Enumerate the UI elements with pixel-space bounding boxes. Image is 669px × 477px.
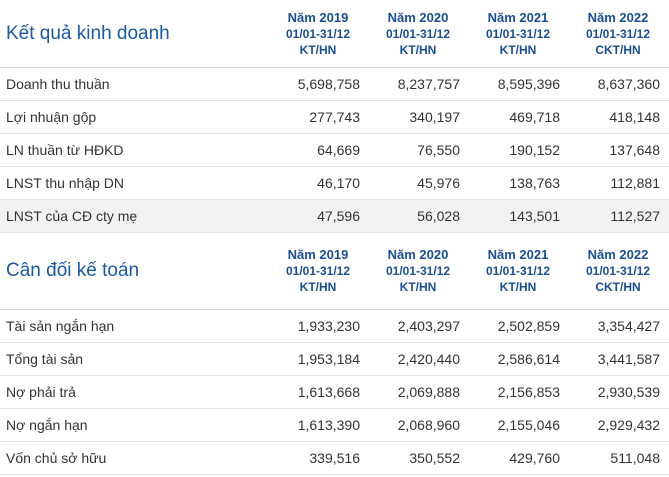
cell-value: 2,156,853 bbox=[497, 384, 560, 400]
column-year: Năm 2020 bbox=[387, 247, 449, 262]
cell-value: 277,743 bbox=[309, 109, 360, 125]
table-row[interactable]: Tài sản ngắn hạn 1,933,230 2,403,297 2,5… bbox=[0, 310, 669, 343]
table-row[interactable]: LNST của CĐ cty mẹ 47,596 56,028 143,501… bbox=[0, 200, 669, 233]
cell-value: 138,763 bbox=[509, 175, 560, 191]
cell-value: 2,155,046 bbox=[497, 417, 560, 433]
table-row[interactable]: Nợ phải trả 1,613,668 2,069,888 2,156,85… bbox=[0, 376, 669, 409]
cell-value: 418,148 bbox=[609, 109, 660, 125]
column-period: 01/01-31/12 bbox=[385, 264, 451, 278]
column-header[interactable]: Năm 2019 01/01-31/12 KT/HN bbox=[268, 233, 368, 309]
row-label: Doanh thu thuần bbox=[6, 76, 110, 92]
table-row[interactable]: Vốn chủ sở hữu 339,516 350,552 429,760 5… bbox=[0, 442, 669, 475]
cell-value: 511,048 bbox=[610, 450, 660, 466]
cell-value: 2,403,297 bbox=[397, 318, 460, 334]
column-type: KT/HN bbox=[299, 42, 337, 57]
column-period: 01/01-31/12 bbox=[585, 264, 651, 278]
row-label: Vốn chủ sở hữu bbox=[6, 450, 107, 466]
cell-value: 5,698,758 bbox=[297, 76, 360, 92]
cell-value: 2,420,440 bbox=[397, 351, 460, 367]
column-period: 01/01-31/12 bbox=[285, 26, 351, 41]
column-year: Năm 2019 bbox=[287, 9, 349, 25]
column-header[interactable]: Năm 2020 01/01-31/12 KT/HN bbox=[368, 233, 468, 309]
cell-value: 56,028 bbox=[417, 208, 460, 224]
cell-value: 339,516 bbox=[309, 450, 360, 466]
column-year: Năm 2019 bbox=[287, 247, 349, 262]
cell-value: 2,586,614 bbox=[497, 351, 560, 367]
column-type: KT/HN bbox=[399, 42, 437, 57]
row-label: LN thuần từ HĐKD bbox=[6, 142, 124, 158]
row-label: LNST của CĐ cty mẹ bbox=[6, 208, 138, 224]
cell-value: 3,441,587 bbox=[597, 351, 660, 367]
cell-value: 2,068,960 bbox=[397, 417, 460, 433]
column-year: Năm 2022 bbox=[587, 9, 649, 25]
cell-value: 76,550 bbox=[417, 142, 460, 158]
table-row[interactable]: Tổng tài sản 1,953,184 2,420,440 2,586,6… bbox=[0, 343, 669, 376]
balance-sheet-header: Cân đối kế toán Năm 2019 01/01-31/12 KT/… bbox=[0, 233, 669, 310]
cell-value: 2,069,888 bbox=[397, 384, 460, 400]
column-header[interactable]: Năm 2021 01/01-31/12 KT/HN bbox=[468, 0, 568, 67]
cell-value: 2,929,432 bbox=[597, 417, 660, 433]
row-label: LNST thu nhập DN bbox=[6, 175, 125, 191]
table-row[interactable]: Lợi nhuận gộp 277,743 340,197 469,718 41… bbox=[0, 101, 669, 134]
cell-value: 143,501 bbox=[509, 208, 560, 224]
cell-value: 1,613,390 bbox=[297, 417, 360, 433]
column-type: KT/HN bbox=[299, 280, 337, 294]
column-header[interactable]: Năm 2020 01/01-31/12 KT/HN bbox=[368, 0, 468, 67]
cell-value: 112,527 bbox=[610, 208, 660, 224]
column-period: 01/01-31/12 bbox=[385, 26, 451, 41]
row-label: Tài sản ngắn hạn bbox=[6, 318, 115, 334]
row-label: Nợ phải trả bbox=[6, 384, 76, 400]
column-type: KT/HN bbox=[499, 42, 537, 57]
cell-value: 47,596 bbox=[317, 208, 360, 224]
cell-value: 137,648 bbox=[609, 142, 660, 158]
column-header[interactable]: Năm 2022 01/01-31/12 CKT/HN bbox=[568, 0, 668, 67]
column-type: KT/HN bbox=[499, 280, 537, 294]
column-period: 01/01-31/12 bbox=[485, 26, 551, 41]
balance-sheet-title[interactable]: Cân đối kế toán bbox=[6, 260, 140, 281]
column-year: Năm 2021 bbox=[487, 247, 549, 262]
row-label: Tổng tài sản bbox=[6, 351, 84, 367]
row-label: Lợi nhuận gộp bbox=[6, 109, 97, 125]
cell-value: 46,170 bbox=[317, 175, 360, 191]
column-type: CKT/HN bbox=[595, 280, 641, 294]
cell-value: 469,718 bbox=[509, 109, 560, 125]
cell-value: 1,953,184 bbox=[297, 351, 360, 367]
column-type: CKT/HN bbox=[595, 42, 641, 57]
cell-value: 2,930,539 bbox=[597, 384, 660, 400]
cell-value: 1,613,668 bbox=[297, 384, 360, 400]
column-header[interactable]: Năm 2022 01/01-31/12 CKT/HN bbox=[568, 233, 668, 309]
table-row[interactable]: Nợ ngắn hạn 1,613,390 2,068,960 2,155,04… bbox=[0, 409, 669, 442]
row-label: Nợ ngắn hạn bbox=[6, 417, 88, 433]
cell-value: 45,976 bbox=[417, 175, 460, 191]
column-type: KT/HN bbox=[399, 280, 437, 294]
table-row[interactable]: Doanh thu thuần 5,698,758 8,237,757 8,59… bbox=[0, 68, 669, 101]
column-year: Năm 2022 bbox=[587, 247, 649, 262]
column-header[interactable]: Năm 2019 01/01-31/12 KT/HN bbox=[268, 0, 368, 67]
balance-sheet-section: Cân đối kế toán Năm 2019 01/01-31/12 KT/… bbox=[0, 233, 669, 475]
cell-value: 3,354,427 bbox=[597, 318, 660, 334]
cell-value: 112,881 bbox=[610, 175, 660, 191]
business-results-section: Kết quả kinh doanh Năm 2019 01/01-31/12 … bbox=[0, 0, 669, 233]
column-period: 01/01-31/12 bbox=[485, 264, 551, 278]
cell-value: 190,152 bbox=[509, 142, 560, 158]
column-header[interactable]: Năm 2021 01/01-31/12 KT/HN bbox=[468, 233, 568, 309]
column-period: 01/01-31/12 bbox=[285, 264, 351, 278]
cell-value: 64,669 bbox=[317, 142, 360, 158]
column-year: Năm 2021 bbox=[487, 9, 549, 25]
column-period: 01/01-31/12 bbox=[585, 26, 651, 41]
column-year: Năm 2020 bbox=[387, 9, 449, 25]
cell-value: 8,595,396 bbox=[497, 76, 560, 92]
business-results-header: Kết quả kinh doanh Năm 2019 01/01-31/12 … bbox=[0, 0, 669, 68]
cell-value: 1,933,230 bbox=[297, 318, 360, 334]
cell-value: 350,552 bbox=[409, 450, 460, 466]
cell-value: 8,637,360 bbox=[597, 76, 660, 92]
cell-value: 429,760 bbox=[509, 450, 560, 466]
cell-value: 2,502,859 bbox=[497, 318, 560, 334]
business-results-title[interactable]: Kết quả kinh doanh bbox=[6, 22, 170, 44]
cell-value: 340,197 bbox=[409, 109, 460, 125]
cell-value: 8,237,757 bbox=[397, 76, 460, 92]
table-row[interactable]: LN thuần từ HĐKD 64,669 76,550 190,152 1… bbox=[0, 134, 669, 167]
table-row[interactable]: LNST thu nhập DN 46,170 45,976 138,763 1… bbox=[0, 167, 669, 200]
